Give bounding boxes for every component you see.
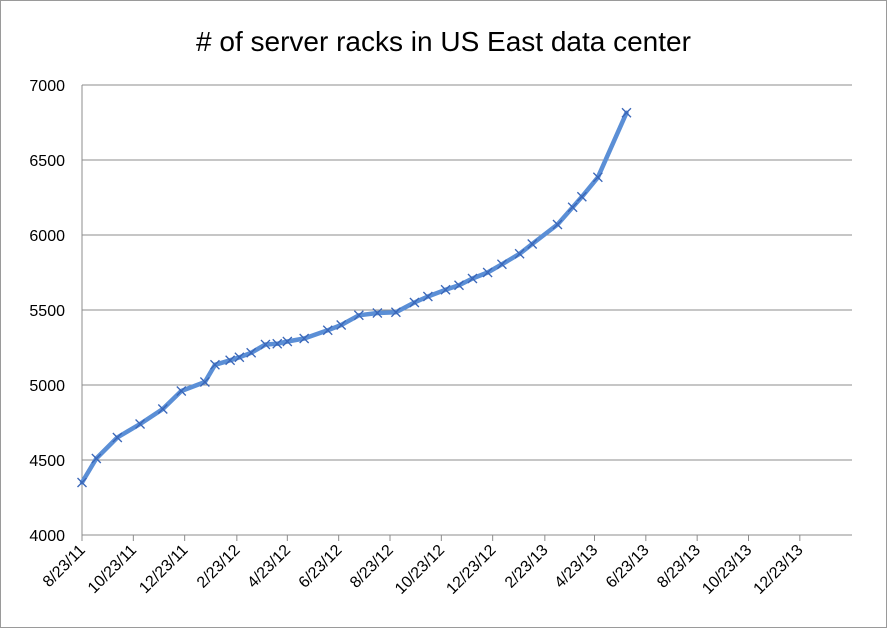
y-tick-label: 6000 bbox=[29, 228, 65, 245]
marker-stroke bbox=[322, 325, 333, 336]
marker-stroke bbox=[467, 273, 478, 284]
x-tick-label: 8/23/11 bbox=[40, 542, 89, 591]
x-tick-label: 4/23/12 bbox=[244, 542, 294, 592]
marker-stroke bbox=[454, 280, 464, 291]
series-line bbox=[79, 110, 629, 485]
y-tick-label: 5000 bbox=[29, 378, 65, 395]
marker-stroke bbox=[567, 202, 578, 213]
marker-stroke bbox=[282, 336, 293, 347]
x-tick-label: 8/23/12 bbox=[347, 542, 397, 592]
data-point bbox=[210, 359, 220, 370]
marker-stroke bbox=[440, 284, 451, 295]
data-point bbox=[592, 172, 603, 183]
data-point bbox=[157, 404, 168, 414]
data-point bbox=[514, 248, 525, 259]
x-tick-label: 8/23/13 bbox=[654, 542, 704, 592]
x-tick-label: 12/23/12 bbox=[443, 542, 499, 598]
x-tick-label: 2/23/13 bbox=[502, 542, 552, 592]
marker-stroke bbox=[353, 310, 364, 321]
marker-stroke bbox=[576, 191, 587, 202]
data-point bbox=[372, 308, 383, 318]
data-point bbox=[282, 336, 293, 347]
y-tick-label: 4000 bbox=[29, 528, 65, 545]
x-tick-label: 6/23/13 bbox=[603, 542, 653, 592]
x-tick-label: 6/23/12 bbox=[296, 542, 346, 592]
marker-stroke bbox=[527, 239, 538, 249]
marker-stroke bbox=[552, 219, 563, 230]
data-point bbox=[440, 284, 451, 295]
data-point bbox=[409, 297, 420, 308]
x-tick-label: 2/23/12 bbox=[194, 542, 244, 592]
data-point bbox=[199, 377, 210, 387]
data-point bbox=[112, 432, 123, 443]
data-point bbox=[353, 310, 364, 321]
marker-stroke bbox=[176, 386, 187, 396]
x-tick-label: 12/23/13 bbox=[751, 542, 807, 598]
x-tick-label: 10/23/12 bbox=[392, 542, 448, 598]
marker-stroke bbox=[91, 453, 102, 464]
data-point bbox=[299, 333, 310, 344]
marker-stroke bbox=[482, 267, 493, 278]
data-point bbox=[272, 338, 283, 349]
marker-stroke bbox=[210, 359, 220, 370]
data-point bbox=[422, 291, 433, 302]
x-tick-label: 12/23/11 bbox=[136, 542, 191, 597]
marker-stroke bbox=[496, 259, 507, 270]
marker-stroke bbox=[621, 107, 632, 118]
marker-stroke bbox=[135, 419, 146, 429]
y-tick-label: 6500 bbox=[29, 153, 65, 170]
marker-stroke bbox=[77, 477, 87, 488]
marker-stroke bbox=[157, 404, 168, 414]
x-tick-label: 4/23/13 bbox=[552, 542, 602, 592]
marker-stroke bbox=[246, 347, 257, 358]
marker-stroke bbox=[390, 307, 401, 318]
marker-stroke bbox=[336, 320, 347, 330]
data-point bbox=[576, 191, 587, 202]
marker-stroke bbox=[199, 377, 210, 387]
marker-stroke bbox=[272, 338, 283, 349]
data-point bbox=[336, 320, 347, 330]
x-tick-label: 10/23/11 bbox=[85, 542, 140, 597]
data-point bbox=[482, 267, 493, 278]
marker-stroke bbox=[372, 308, 383, 318]
data-point bbox=[77, 477, 87, 488]
data-point bbox=[527, 239, 538, 249]
data-point bbox=[260, 339, 271, 350]
y-tick-label: 4500 bbox=[29, 453, 65, 470]
marker-stroke bbox=[422, 291, 433, 302]
marker-stroke bbox=[225, 355, 236, 366]
data-point bbox=[234, 352, 245, 363]
y-tick-label: 5500 bbox=[29, 303, 65, 320]
y-tick-label: 7000 bbox=[29, 78, 65, 95]
data-point bbox=[390, 307, 401, 318]
data-point bbox=[246, 347, 257, 358]
data-point bbox=[91, 453, 102, 464]
data-point bbox=[454, 280, 464, 291]
data-point bbox=[135, 419, 146, 429]
marker-stroke bbox=[299, 333, 310, 344]
marker-stroke bbox=[592, 172, 603, 183]
data-point bbox=[496, 259, 507, 270]
data-point bbox=[322, 325, 333, 336]
x-tick-label: 10/23/13 bbox=[699, 542, 755, 598]
data-point bbox=[621, 107, 632, 118]
data-point bbox=[567, 202, 578, 213]
marker-stroke bbox=[260, 339, 271, 350]
data-point bbox=[176, 386, 187, 396]
data-point bbox=[552, 219, 563, 230]
data-point bbox=[225, 355, 236, 366]
marker-stroke bbox=[514, 248, 525, 259]
data-point bbox=[467, 273, 478, 284]
marker-stroke bbox=[234, 352, 245, 363]
marker-stroke bbox=[112, 432, 123, 443]
chart-title: # of server racks in US East data center bbox=[196, 26, 691, 57]
marker-stroke bbox=[409, 297, 420, 308]
